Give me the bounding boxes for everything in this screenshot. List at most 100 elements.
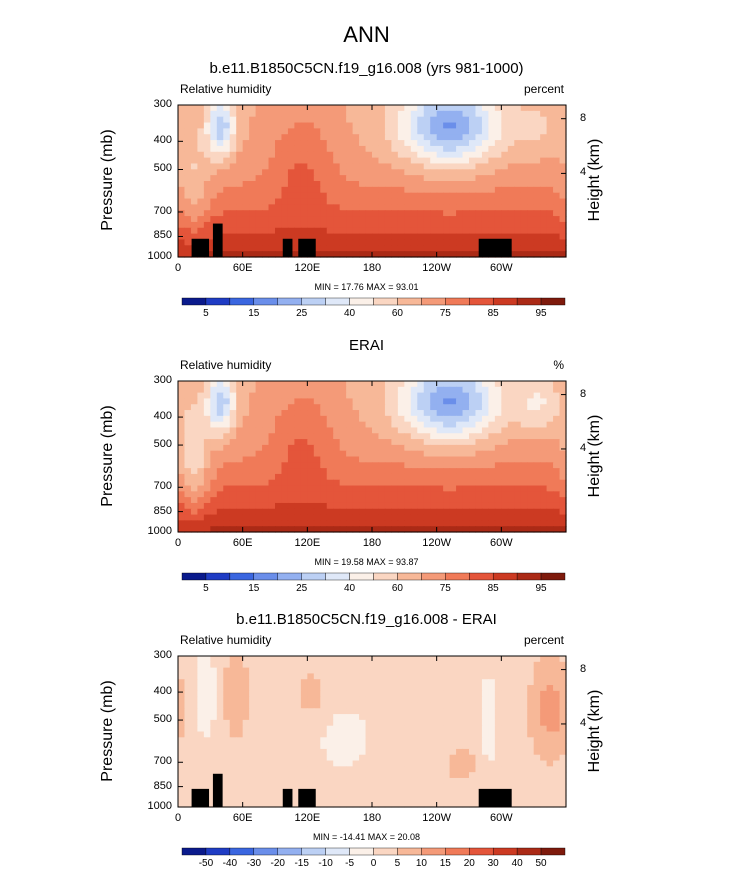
field-cell (203, 795, 211, 802)
x-tick-label: 180 (362, 812, 382, 824)
field-cell (443, 502, 451, 510)
field-cell (417, 656, 425, 663)
field-cell (178, 134, 186, 141)
field-cell (533, 145, 541, 153)
field-cell (365, 245, 373, 252)
field-cell (553, 181, 561, 188)
field-cell (384, 690, 392, 698)
field-cell (352, 110, 360, 118)
field-cell (391, 777, 399, 785)
field-cell (391, 789, 399, 796)
field-cell (190, 777, 198, 785)
field-cell (488, 110, 496, 118)
field-cell (333, 221, 341, 229)
field-cell (294, 415, 302, 423)
field-cell (281, 251, 289, 258)
field-cell (210, 221, 218, 229)
field-cell (462, 239, 470, 246)
field-cell (320, 696, 328, 704)
field-cell (475, 381, 483, 388)
field-cell (423, 714, 431, 721)
field-cell (436, 667, 444, 675)
field-cell (533, 128, 541, 135)
field-cell (462, 381, 470, 388)
field-cell (190, 760, 198, 767)
field-cell (210, 204, 218, 211)
field-cell (242, 473, 250, 481)
field-cell (397, 777, 405, 785)
field-cell (365, 502, 373, 510)
field-cell (249, 673, 257, 680)
field-cell (507, 679, 515, 686)
field-cell (320, 233, 328, 241)
field-cell (216, 110, 224, 118)
field-cell (449, 520, 457, 527)
field-cell (404, 801, 412, 808)
field-cell (436, 157, 444, 165)
field-cell (397, 157, 405, 165)
field-cell (559, 169, 567, 176)
field-cell (287, 456, 295, 463)
field-cell (481, 157, 489, 165)
field-cell (494, 204, 502, 211)
field-cell (339, 789, 347, 796)
field-cell (210, 427, 218, 434)
field-cell (378, 198, 386, 205)
field-cell (391, 140, 399, 147)
field-cell (494, 386, 502, 394)
field-cell (514, 381, 522, 388)
field-cell (378, 404, 386, 411)
colorbar-swatch (253, 297, 278, 306)
field-cell (320, 381, 328, 388)
field-cell (313, 381, 321, 388)
field-cell (210, 392, 218, 400)
field-cell (262, 157, 270, 165)
field-cell (339, 439, 347, 446)
field-cell (527, 415, 535, 423)
field-cell (359, 444, 367, 452)
field-cell (384, 685, 392, 692)
field-cell (190, 485, 198, 492)
field-cell (178, 725, 186, 733)
field-cell (449, 661, 457, 669)
field-cell (475, 708, 483, 715)
field-cell (475, 491, 483, 498)
field-cell (449, 221, 457, 229)
y-tick-label: 500 (153, 438, 172, 451)
field-cell (223, 783, 231, 791)
field-cell (359, 502, 367, 510)
field-cell (184, 181, 192, 188)
field-cell (210, 731, 218, 738)
field-cell (417, 181, 425, 188)
field-cell (236, 163, 244, 170)
field-cell (210, 157, 218, 165)
field-cell (307, 227, 315, 235)
field-cell (404, 714, 412, 721)
field-cell (462, 801, 470, 808)
field-cell (275, 502, 283, 510)
field-cell (249, 198, 257, 205)
field-cell (469, 128, 477, 135)
field-cell (404, 702, 412, 709)
field-cell (365, 468, 373, 475)
field-cell (255, 251, 263, 258)
field-cell (372, 204, 380, 211)
field-cell (514, 251, 522, 258)
field-cell (326, 479, 334, 487)
field-cell (249, 169, 257, 176)
field-cell (430, 667, 438, 675)
field-cell (300, 122, 308, 129)
field-cell (313, 134, 321, 141)
field-cell (203, 473, 211, 481)
field-cell (443, 795, 451, 802)
field-cell (494, 140, 502, 147)
field-cell (430, 754, 438, 762)
field-cell (481, 404, 489, 411)
field-cell (287, 192, 295, 200)
field-cell (255, 737, 263, 744)
field-cell (546, 251, 554, 258)
field-cell (462, 491, 470, 498)
field-cell (287, 386, 295, 394)
field-cell (352, 801, 360, 808)
field-cell (210, 398, 218, 405)
